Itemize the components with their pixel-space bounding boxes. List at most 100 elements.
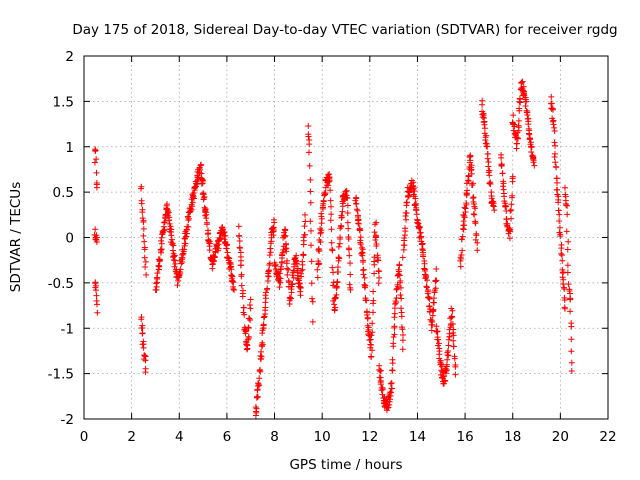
data-point <box>206 247 213 254</box>
data-point <box>368 341 375 348</box>
data-point <box>530 157 537 164</box>
data-point <box>252 404 259 411</box>
data-point <box>160 227 167 234</box>
data-point <box>138 316 145 323</box>
data-point <box>449 307 456 314</box>
data-point <box>500 183 507 190</box>
data-point <box>260 321 267 328</box>
data-point <box>247 296 254 303</box>
data-point <box>168 232 175 239</box>
data-point <box>561 285 568 292</box>
data-point <box>452 362 459 369</box>
x-tick-label: 6 <box>223 429 232 445</box>
data-point <box>402 225 409 232</box>
data-point <box>236 232 243 239</box>
data-point <box>307 218 314 225</box>
data-point <box>309 298 316 305</box>
data-point <box>161 226 168 233</box>
data-point <box>276 284 283 291</box>
data-point <box>362 296 369 303</box>
data-point <box>556 218 563 225</box>
data-point <box>223 241 230 248</box>
data-point <box>398 313 405 320</box>
data-point <box>428 327 435 334</box>
data-point <box>398 324 405 331</box>
data-point <box>450 337 457 344</box>
data-point <box>428 317 435 324</box>
data-point <box>254 393 261 400</box>
data-point <box>396 262 403 269</box>
data-point <box>482 136 489 143</box>
data-point <box>270 228 277 235</box>
data-point <box>332 294 339 301</box>
data-point <box>519 78 526 85</box>
data-point <box>195 174 202 181</box>
data-point <box>516 96 523 103</box>
data-point <box>327 197 334 204</box>
data-point <box>171 257 178 264</box>
x-axis-label: GPS time / hours <box>289 457 402 473</box>
data-point <box>433 328 440 335</box>
data-point <box>452 371 459 378</box>
data-point <box>372 233 379 240</box>
data-point <box>281 233 288 240</box>
x-tick-label: 0 <box>80 429 89 445</box>
data-point <box>158 234 165 241</box>
data-point <box>260 314 267 321</box>
data-point <box>141 254 148 261</box>
data-point <box>266 252 273 259</box>
data-point <box>510 127 517 134</box>
data-point <box>344 202 351 209</box>
data-point <box>461 212 468 219</box>
data-point <box>481 121 488 128</box>
data-point <box>334 264 341 271</box>
data-point <box>198 161 205 168</box>
data-point <box>433 266 440 273</box>
data-point <box>245 324 252 331</box>
y-tick-label: -0.5 <box>48 276 74 292</box>
data-point <box>386 401 393 408</box>
data-point <box>238 271 245 278</box>
data-point <box>558 241 565 248</box>
data-point <box>396 272 403 279</box>
data-point <box>141 244 148 251</box>
data-point <box>412 195 419 202</box>
data-point <box>465 177 472 184</box>
data-point <box>92 226 99 233</box>
data-point <box>524 109 531 116</box>
data-point <box>235 223 242 230</box>
data-point <box>236 237 243 244</box>
data-point <box>565 238 572 245</box>
data-point <box>498 151 505 158</box>
data-point <box>559 274 566 281</box>
data-point <box>333 291 340 298</box>
data-point <box>387 396 394 403</box>
data-point <box>567 308 574 315</box>
data-point <box>164 201 171 208</box>
data-point <box>170 257 177 264</box>
data-point <box>322 191 329 198</box>
data-point <box>445 342 452 349</box>
data-point <box>217 235 224 242</box>
data-point <box>361 274 368 281</box>
data-point <box>161 219 168 226</box>
data-point <box>509 192 516 199</box>
data-point <box>224 249 231 256</box>
data-point <box>265 273 272 280</box>
data-point <box>558 250 565 257</box>
data-point <box>564 269 571 276</box>
data-point <box>423 284 430 291</box>
data-point <box>156 263 163 270</box>
data-point <box>442 367 449 374</box>
data-point <box>301 231 308 238</box>
data-point <box>328 226 335 233</box>
data-point <box>314 274 321 281</box>
data-point <box>285 266 292 273</box>
data-point <box>239 287 246 294</box>
data-point <box>306 137 313 144</box>
data-point <box>404 194 411 201</box>
data-point <box>507 208 514 215</box>
data-point <box>485 158 492 165</box>
data-point <box>258 353 265 360</box>
